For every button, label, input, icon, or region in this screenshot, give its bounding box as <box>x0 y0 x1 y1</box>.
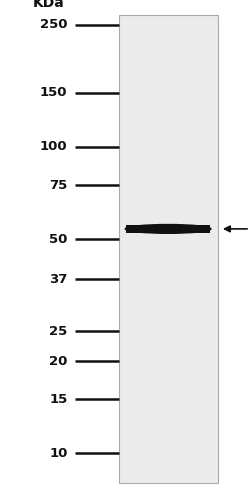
Bar <box>119 15 218 483</box>
Text: 20: 20 <box>49 355 68 367</box>
Bar <box>126 224 210 233</box>
Text: 150: 150 <box>40 86 68 100</box>
Text: 75: 75 <box>49 179 68 192</box>
Text: 25: 25 <box>49 325 68 338</box>
Ellipse shape <box>125 224 211 233</box>
Text: 37: 37 <box>49 273 68 286</box>
Text: 250: 250 <box>40 19 68 31</box>
Text: 10: 10 <box>49 447 68 460</box>
Text: 100: 100 <box>40 141 68 153</box>
Text: KDa: KDa <box>33 0 65 10</box>
Text: 15: 15 <box>49 393 68 406</box>
Text: 50: 50 <box>49 233 68 245</box>
